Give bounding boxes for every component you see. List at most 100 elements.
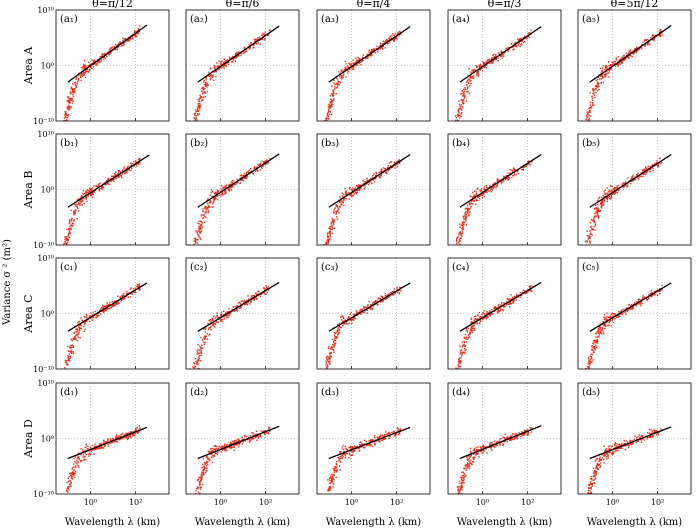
data-point bbox=[485, 184, 488, 187]
data-point bbox=[258, 165, 260, 167]
data-point bbox=[194, 365, 197, 368]
data-point bbox=[651, 35, 653, 37]
data-point bbox=[596, 82, 599, 85]
data-point bbox=[588, 124, 589, 125]
data-point bbox=[381, 300, 383, 303]
data-point bbox=[331, 94, 334, 96]
data-point bbox=[586, 254, 587, 255]
data-point bbox=[199, 232, 202, 234]
data-point bbox=[127, 292, 129, 294]
data-point bbox=[234, 57, 236, 59]
data-point bbox=[331, 105, 333, 108]
data-point bbox=[522, 36, 525, 39]
panel-frame bbox=[577, 9, 692, 122]
data-point bbox=[63, 254, 64, 255]
data-point bbox=[610, 197, 612, 199]
data-point bbox=[323, 119, 326, 121]
data-point bbox=[244, 304, 246, 306]
data-point bbox=[375, 174, 377, 177]
data-point bbox=[220, 61, 222, 63]
data-point bbox=[76, 331, 78, 333]
data-point bbox=[67, 238, 69, 240]
data-point bbox=[600, 203, 603, 205]
data-point bbox=[86, 189, 88, 191]
data-point bbox=[359, 185, 361, 187]
data-point bbox=[503, 180, 505, 182]
data-point bbox=[323, 378, 324, 379]
data-point bbox=[613, 188, 615, 191]
data-point bbox=[594, 85, 597, 87]
data-point bbox=[243, 299, 245, 301]
data-point bbox=[379, 297, 381, 300]
data-point bbox=[348, 66, 350, 69]
data-point bbox=[68, 109, 70, 111]
data-point bbox=[63, 135, 64, 136]
data-point bbox=[455, 124, 456, 125]
data-point bbox=[327, 252, 328, 253]
panel-label: (c₃) bbox=[321, 262, 339, 273]
data-point bbox=[483, 310, 485, 312]
data-point bbox=[266, 162, 268, 165]
data-point bbox=[233, 180, 235, 182]
data-point bbox=[138, 29, 140, 31]
data-point bbox=[323, 252, 324, 253]
data-point bbox=[345, 323, 347, 325]
data-point bbox=[323, 381, 324, 382]
data-point bbox=[257, 170, 259, 172]
data-point bbox=[111, 300, 113, 303]
data-point bbox=[61, 381, 62, 382]
data-point bbox=[137, 285, 139, 287]
data-point bbox=[219, 63, 222, 65]
data-point bbox=[117, 171, 120, 173]
data-point bbox=[191, 128, 192, 129]
data-point bbox=[333, 210, 335, 213]
data-point bbox=[245, 49, 247, 51]
data-point bbox=[198, 349, 201, 351]
data-point bbox=[482, 191, 485, 194]
data-point bbox=[326, 128, 327, 129]
data-point bbox=[195, 126, 196, 127]
data-point bbox=[334, 337, 336, 340]
data-point bbox=[81, 196, 84, 198]
data-point bbox=[457, 127, 458, 128]
data-point bbox=[582, 259, 583, 260]
data-point bbox=[194, 366, 196, 368]
data-point bbox=[203, 87, 206, 90]
data-point bbox=[463, 92, 465, 95]
data-point bbox=[457, 236, 459, 238]
data-point bbox=[586, 249, 587, 250]
data-point bbox=[198, 234, 200, 237]
data-point bbox=[118, 42, 121, 44]
data-point bbox=[66, 239, 69, 241]
data-point bbox=[351, 322, 353, 324]
data-point bbox=[475, 203, 477, 205]
data-point bbox=[331, 228, 333, 230]
data-point bbox=[261, 166, 263, 169]
data-point bbox=[253, 298, 255, 300]
data-point bbox=[373, 301, 375, 303]
data-point bbox=[611, 64, 613, 67]
data-point bbox=[618, 189, 620, 192]
data-point bbox=[231, 61, 233, 63]
data-point bbox=[66, 119, 68, 121]
data-point bbox=[61, 404, 62, 405]
data-point bbox=[468, 84, 471, 87]
data-point bbox=[520, 168, 523, 171]
data-point bbox=[589, 237, 591, 240]
data-point bbox=[196, 351, 199, 353]
data-point bbox=[384, 168, 387, 170]
data-point bbox=[127, 39, 129, 42]
data-point bbox=[351, 319, 353, 321]
data-point bbox=[75, 78, 77, 80]
data-point bbox=[215, 197, 217, 200]
data-point bbox=[326, 125, 327, 126]
data-point bbox=[122, 42, 125, 45]
data-point bbox=[255, 170, 257, 172]
data-point bbox=[458, 223, 461, 225]
data-point bbox=[469, 195, 471, 197]
data-point bbox=[194, 242, 197, 244]
data-point bbox=[68, 234, 70, 236]
data-point bbox=[325, 119, 328, 121]
data-point bbox=[329, 227, 331, 229]
data-point bbox=[453, 383, 454, 384]
